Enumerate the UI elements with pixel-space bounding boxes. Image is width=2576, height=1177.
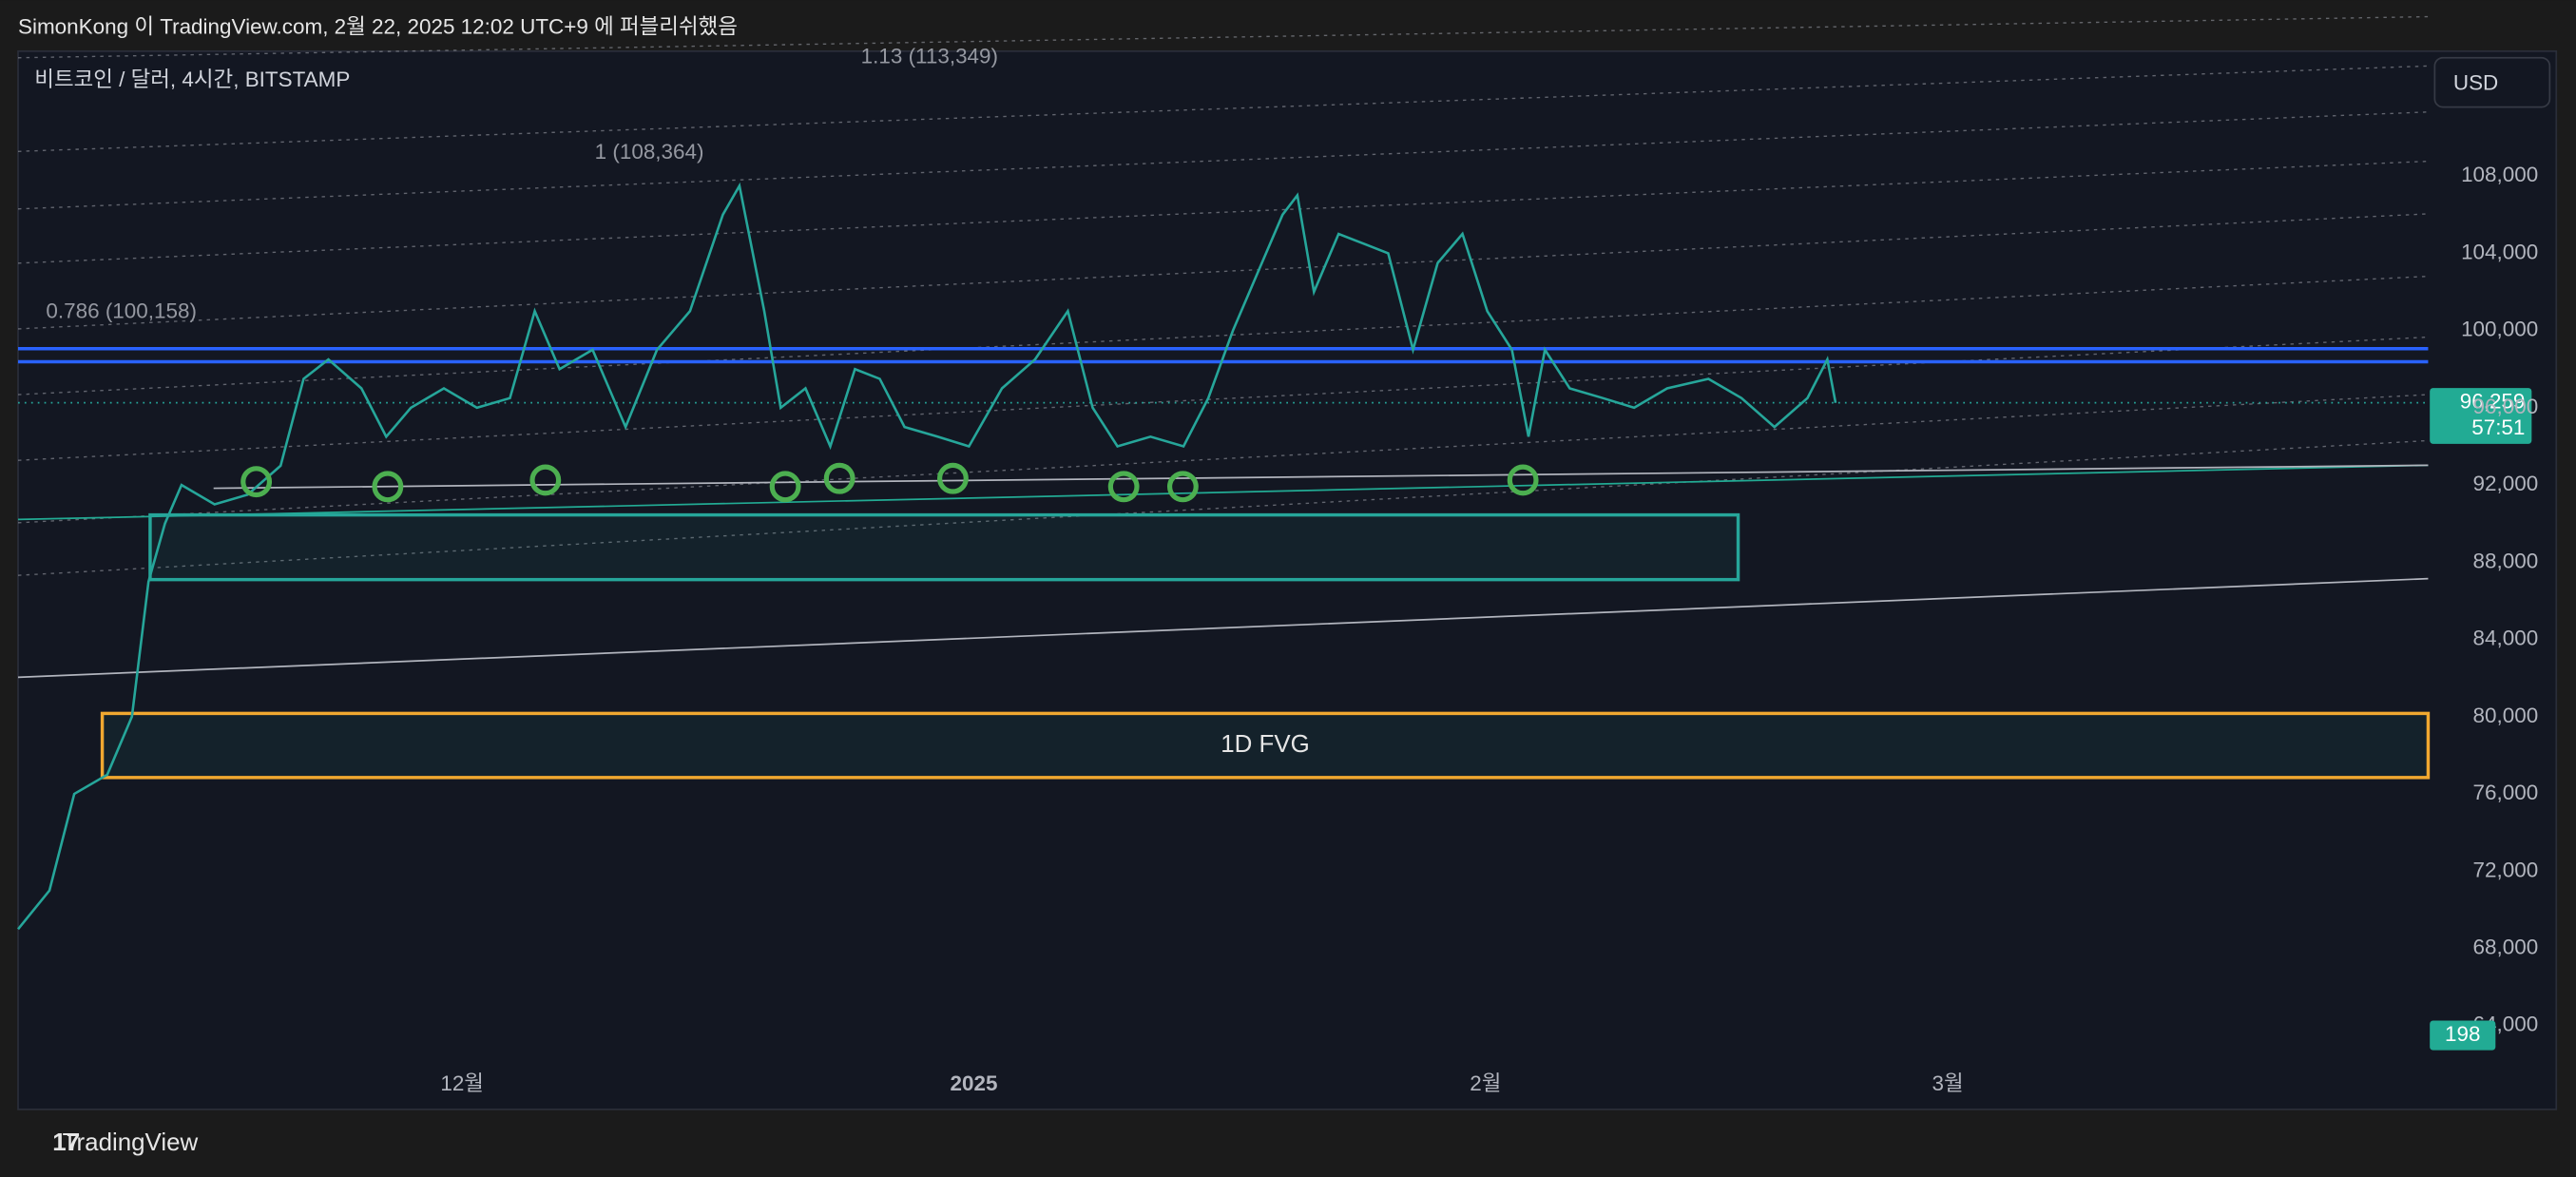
trend-line [17, 464, 2429, 521]
y-tick-label: 108,000 [2461, 163, 2538, 186]
volume-label: 198 [2445, 1022, 2480, 1046]
price-badge-label: 96,259 [2460, 390, 2526, 414]
x-tick-label: 3월 [1932, 1071, 1964, 1095]
y-tick-label: 72,000 [2473, 858, 2539, 881]
y-tick-label: 84,000 [2473, 627, 2539, 650]
touch-marker [240, 466, 273, 498]
fib-label: 0.786 (100,158) [46, 299, 197, 323]
touch-marker [769, 471, 801, 503]
currency-button[interactable] [2433, 56, 2551, 108]
currency-label[interactable]: USD [2453, 70, 2498, 94]
y-tick-label: 88,000 [2473, 549, 2539, 572]
touch-marker [1166, 471, 1199, 503]
x-tick-label: 2월 [1470, 1071, 1501, 1095]
touch-marker [937, 462, 969, 494]
trend-line [17, 577, 2429, 679]
zone [100, 711, 2431, 780]
price-badge [2430, 388, 2532, 444]
fib-label: 1 (108,364) [595, 140, 704, 164]
price-line [17, 182, 1837, 931]
x-tick-label: 2025 [951, 1071, 998, 1095]
touch-marker [1107, 471, 1140, 503]
y-tick-label: 80,000 [2473, 704, 2539, 727]
publisher-line: SimonKong 이 TradingView.com, 2월 22, 2025… [18, 15, 738, 39]
zone-label: 1D FVG [1221, 731, 1310, 758]
brand: TradingView [63, 1129, 199, 1156]
touch-marker [1507, 464, 1539, 496]
logo-mark: 17 [52, 1129, 80, 1156]
fib-label: 1.13 (113,349) [861, 45, 998, 68]
y-tick-label: 104,000 [2461, 240, 2538, 263]
y-tick-label: 96,000 [2473, 395, 2539, 418]
y-tick-label: 68,000 [2473, 936, 2539, 959]
touch-marker [372, 471, 404, 503]
countdown: 57:51 [2471, 415, 2525, 439]
support-line [213, 464, 2429, 490]
volume-badge [2430, 1020, 2496, 1051]
touch-marker [823, 462, 855, 494]
x-tick-label: 12월 [440, 1071, 484, 1095]
symbol-title: 비트코인 / 달러, 4시간, BITSTAMP [34, 68, 350, 91]
touch-markers [240, 462, 1539, 503]
y-tick-label: 76,000 [2473, 781, 2539, 804]
zone [148, 512, 1740, 582]
y-tick-label: 92,000 [2473, 472, 2539, 495]
y-tick-label: 100,000 [2461, 318, 2538, 341]
touch-marker [529, 464, 562, 496]
